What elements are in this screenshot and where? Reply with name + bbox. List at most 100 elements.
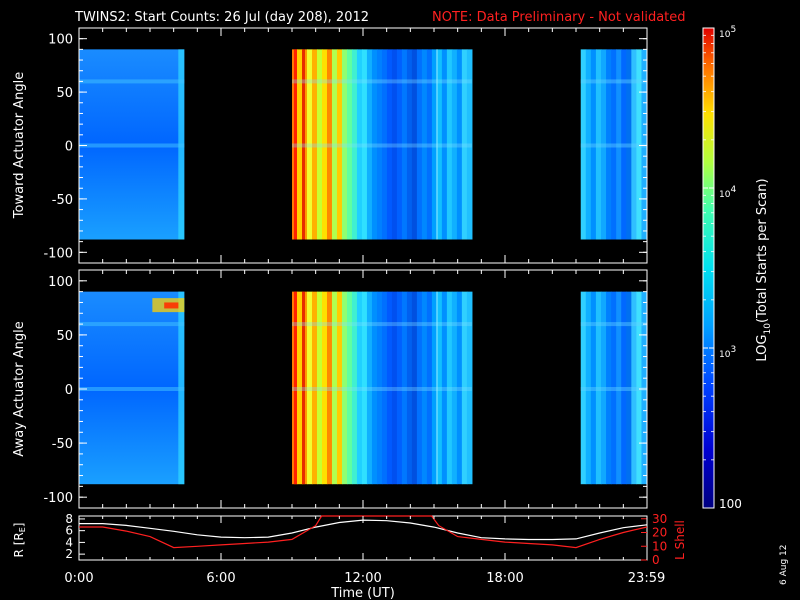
generation-date: 6 Aug 12 [779, 545, 789, 585]
time-xtick-label: 0:00 [64, 571, 93, 586]
toward-data-column [585, 49, 592, 240]
away-data-column [446, 291, 453, 485]
toward-band [79, 143, 185, 148]
toward-ytick-label: -50 [52, 193, 73, 208]
toward-data-column [580, 49, 587, 240]
away-data-column [336, 291, 343, 485]
toward-data-column [590, 49, 597, 240]
toward-data-column [366, 49, 373, 240]
toward-data-column [386, 49, 393, 240]
away-data-column [316, 291, 323, 485]
toward-ytick-label: 50 [56, 86, 73, 101]
toward-band [292, 143, 472, 148]
away-data-column [611, 291, 617, 485]
away-data-column [636, 291, 643, 485]
toward-data-column [421, 49, 428, 240]
toward-band [580, 79, 647, 84]
colorbar-tick-label: 103 [719, 345, 736, 360]
toward-data-column [431, 49, 438, 240]
time-xtick-label: 23:59 [628, 571, 665, 586]
away-ytick-label: -100 [43, 491, 73, 506]
away-data-column [416, 291, 423, 485]
away-data-column [616, 291, 622, 485]
toward-data-column [401, 49, 408, 240]
away-band [292, 322, 472, 327]
toward-ytick-label: 0 [65, 140, 73, 155]
away-data-column [421, 291, 428, 485]
toward-data-column [411, 49, 418, 240]
toward-data-column [331, 49, 338, 240]
toward-data-column [616, 49, 622, 240]
away-data-column [431, 291, 438, 485]
away-data-column [606, 291, 612, 485]
away-data-column [306, 291, 313, 485]
away-data-column [451, 291, 458, 485]
away-data-column [411, 291, 418, 485]
colorbar-ticks: 105 104 103 100 [703, 25, 742, 511]
toward-data-column [316, 49, 323, 240]
toward-data-column [381, 49, 388, 240]
colorbar-tick-label: 100 [719, 497, 742, 511]
toward-data-column [336, 49, 343, 240]
toward-data-column [351, 49, 358, 240]
toward-heatmap [79, 49, 648, 240]
colorbar-label: LOG10(Total Starts per Scan) [755, 178, 773, 361]
away-data-column [436, 291, 443, 485]
away-panel: 100 50 0 -50 -100 Away Actuator Angle [12, 269, 648, 509]
away-data-column [426, 291, 433, 485]
away-data-column [366, 291, 373, 485]
away-data-column [311, 291, 318, 485]
away-data-column [391, 291, 398, 485]
colorbar-tick-label: 104 [719, 185, 736, 200]
away-data-column [371, 291, 378, 485]
toward-y-ticks: 100 50 0 -50 -100 [43, 33, 647, 261]
away-data-column [381, 291, 388, 485]
toward-data-column [356, 49, 363, 240]
toward-data-column [396, 49, 403, 240]
toward-vline [436, 49, 438, 240]
away-band [79, 322, 185, 327]
toward-ytick-label: -100 [43, 246, 73, 261]
toward-data-column [611, 49, 617, 240]
away-band [580, 387, 647, 391]
away-vline [436, 291, 438, 485]
toward-data-column [376, 49, 383, 240]
toward-data-column [451, 49, 458, 240]
toward-data-column [441, 49, 448, 240]
away-data-column [621, 291, 627, 485]
toward-data-column [456, 49, 463, 240]
toward-data-column [416, 49, 423, 240]
away-ylabel: Away Actuator Angle [12, 321, 27, 456]
lshell-ytick-label: 20 [652, 526, 667, 540]
away-band [292, 387, 472, 391]
toward-data-column [361, 49, 368, 240]
lshell-ytick-label: 10 [652, 539, 667, 553]
away-hot-core [164, 302, 179, 309]
away-ytick-label: 100 [48, 275, 73, 290]
colorbar-tick-label: 105 [719, 25, 736, 40]
chart-title: TWINS2: Start Counts: 26 Jul (day 208), … [74, 10, 369, 25]
toward-band [580, 143, 647, 148]
lshell-ytick-label: 0 [652, 553, 660, 567]
toward-data-column [406, 49, 413, 240]
away-data-column [466, 291, 473, 485]
away-data-column [386, 291, 393, 485]
away-data-column [406, 291, 413, 485]
time-xtick-label: 18:00 [486, 571, 523, 586]
toward-data-column [371, 49, 378, 240]
toward-data-column [326, 49, 333, 240]
away-band [580, 322, 647, 327]
toward-data-column [461, 49, 468, 240]
toward-panel: 100 50 0 -50 -100 Toward Actuator Angle [12, 27, 648, 264]
toward-data-column [606, 49, 612, 240]
away-x-ticks [78, 270, 648, 508]
toward-data-column [341, 49, 348, 240]
lshell-ytick-label: 30 [652, 512, 667, 526]
away-data-column [356, 291, 363, 485]
away-data-column [401, 291, 408, 485]
away-data-column [626, 291, 632, 485]
radius-ytick-label: 2 [65, 547, 73, 561]
